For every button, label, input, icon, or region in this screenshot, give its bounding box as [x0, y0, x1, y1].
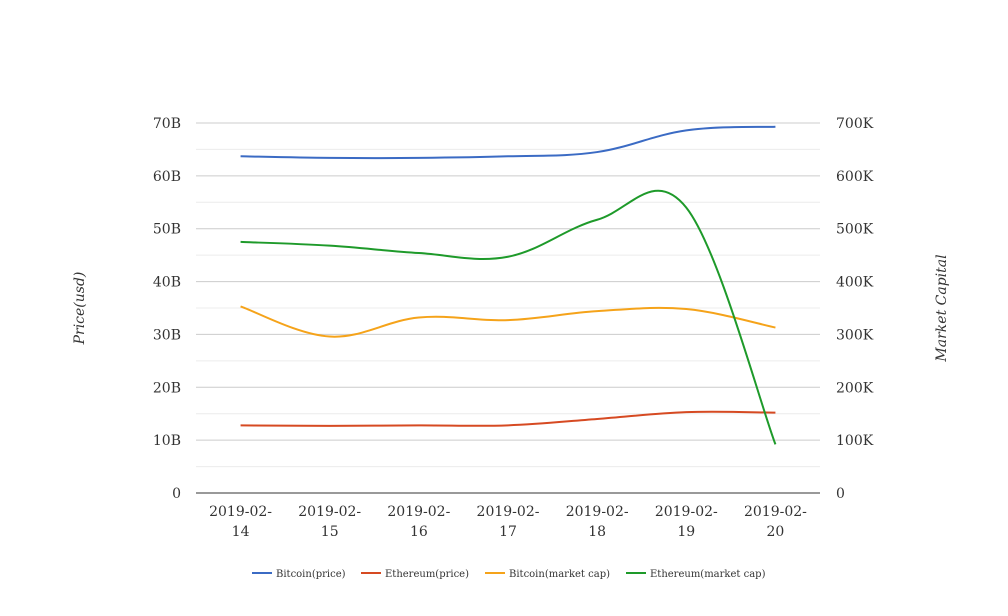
y2-tick-label: 100K [836, 433, 874, 449]
series-lines [240, 125, 777, 445]
y2-tick-label: 300K [836, 327, 874, 343]
x-tick-label: 2019-02-17 [477, 504, 540, 540]
series-line-bitcoin-market-cap [240, 305, 776, 338]
legend-item: Bitcoin(market cap) [485, 569, 610, 580]
legend-item: Bitcoin(price) [252, 569, 346, 580]
y-tick-label: 60B [153, 169, 181, 185]
legend-label: Bitcoin(price) [276, 569, 346, 580]
legend-label: Ethereum(price) [385, 569, 469, 580]
y-axis-title: Price(usd) [72, 272, 88, 346]
y2-tick-label: 0 [836, 486, 845, 502]
y2-tick-label: 600K [836, 169, 874, 185]
y2-tick-label: 400K [836, 275, 874, 291]
y-tick-label: 40B [153, 275, 181, 291]
x-tick-label: 2019-02-20 [744, 504, 807, 540]
grid [196, 122, 820, 468]
x-tick-label: 2019-02-14 [209, 504, 272, 540]
legend-item: Ethereum(price) [361, 569, 469, 580]
legend-label: Ethereum(market cap) [650, 569, 766, 580]
series-line-ethereum-market-cap [240, 189, 777, 445]
y-tick-label: 20B [153, 380, 181, 396]
y-tick-label: 10B [153, 433, 181, 449]
axes: 0 0 10B 100K 20B 200K 30B 300K 40B 400K 50B 500K 60B… [153, 116, 874, 540]
series-line-bitcoin-price [240, 125, 776, 160]
x-tick-label: 2019-02-15 [298, 504, 361, 540]
x-tick-label: 2019-02-18 [566, 504, 629, 540]
y-tick-label: 0 [172, 486, 181, 502]
x-tick-label: 2019-02-19 [655, 504, 718, 540]
y2-tick-label: 700K [836, 116, 874, 132]
series-line-ethereum-price [240, 410, 776, 427]
y-tick-label: 70B [153, 116, 181, 132]
legend: Bitcoin(price) Ethereum(price) Bitcoin(mar… [252, 569, 766, 580]
y2-tick-label: 500K [836, 222, 874, 238]
y-tick-label: 50B [153, 222, 181, 238]
x-tick-label: 2019-02-16 [387, 504, 450, 540]
legend-label: Bitcoin(market cap) [509, 569, 610, 580]
legend-item: Ethereum(market cap) [626, 569, 766, 580]
y2-tick-label: 200K [836, 380, 874, 396]
y-tick-label: 30B [153, 327, 181, 343]
y2-axis-title: Market Capital [934, 254, 950, 362]
